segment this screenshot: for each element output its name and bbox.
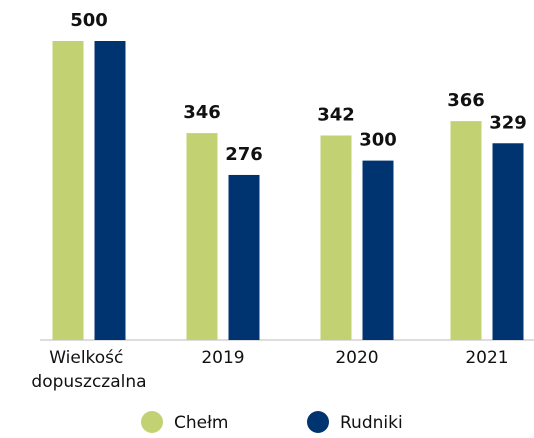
data-label: 300 xyxy=(359,130,397,151)
bar xyxy=(320,135,352,340)
x-tick-label: 2019 xyxy=(201,348,244,368)
data-label: 329 xyxy=(489,112,527,133)
bar xyxy=(362,160,394,340)
data-label: 366 xyxy=(447,90,485,111)
x-tick-label: Wielkość dopuszczalna xyxy=(31,348,146,392)
legend-swatch xyxy=(141,411,163,433)
data-label: 346 xyxy=(183,102,221,123)
x-tick-label: 2021 xyxy=(465,348,508,368)
bar xyxy=(186,133,218,340)
bar xyxy=(450,121,482,340)
data-label: 342 xyxy=(317,104,355,125)
legend-label: Chełm xyxy=(174,413,229,433)
legend-label: Rudniki xyxy=(340,413,403,433)
bar xyxy=(94,41,126,340)
x-tick-label: 2020 xyxy=(335,348,378,368)
data-label: 276 xyxy=(225,144,263,165)
data-label: 500 xyxy=(70,10,108,31)
bar xyxy=(228,174,260,340)
bar xyxy=(52,41,84,340)
bar xyxy=(492,143,524,340)
legend-swatch xyxy=(307,411,329,433)
